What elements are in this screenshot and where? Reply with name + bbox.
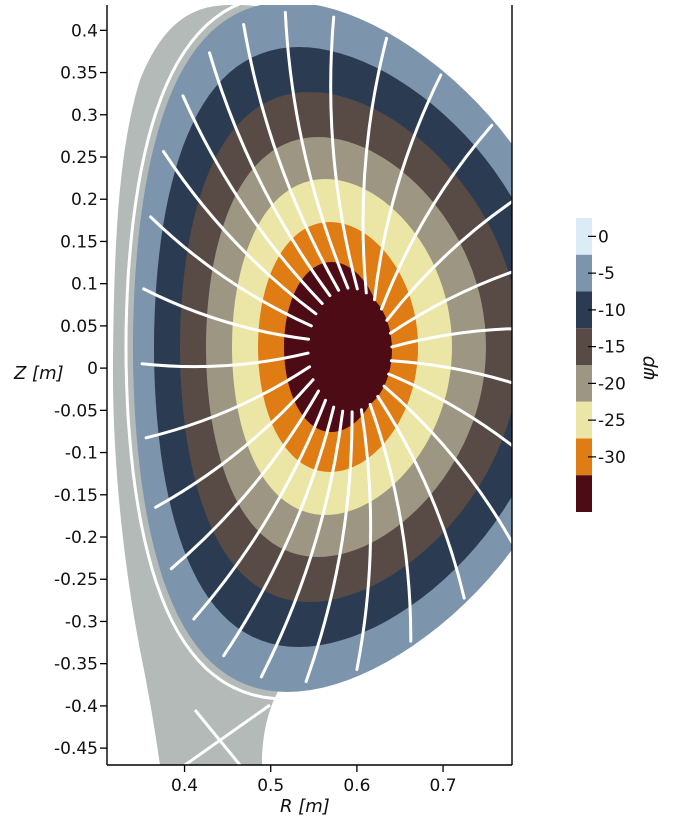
field-line [144,365,312,440]
colorbar-tick-label: -5 [598,264,615,284]
y-tick-label: -0.05 [54,401,98,421]
colorbar-swatch [576,254,592,292]
y-tick-label: 0.3 [71,106,98,126]
field-line [142,287,311,341]
colorbar-swatch [576,475,592,512]
colorbar-tick-label: -30 [598,448,626,468]
field-line [149,215,313,328]
colorbar-tick-label: 0 [598,227,609,247]
y-axis-title: Z [m] [13,363,64,384]
field-line [242,23,341,292]
field-line [169,389,320,571]
colorbar-swatch [576,365,592,402]
y-tick-label: 0.2 [71,190,98,210]
y-tick-label: 0 [87,359,98,379]
field-line [361,36,389,295]
field-lines [140,10,512,684]
y-tick-label: 0.4 [71,21,98,41]
separatrix-lines [124,5,512,765]
field-line [373,73,443,302]
colorbar-tick-label: -10 [598,301,626,321]
field-line [222,405,336,658]
divertor-leg-left [160,700,196,765]
y-axis-ticks: 0.4 0.35 0.3 0.25 0.2 0.15 0.1 0.05 0 -0.05 -0.1 -0… [54,21,107,759]
field-line [385,199,512,322]
colorbar-swatch [576,291,592,329]
colorbar-tick-label: -20 [598,374,626,394]
x-tick-label: 0.6 [343,776,370,796]
field-line [140,351,310,369]
field-line [368,402,413,643]
colorbar-title: ψp [637,356,659,381]
x-tick-label: 0.5 [257,776,284,796]
field-line [181,94,324,305]
field-line [355,408,373,671]
field-line [208,51,332,298]
field-line [380,123,494,311]
y-tick-label: -0.45 [54,739,98,759]
colorbar-swatch [576,438,592,476]
divertor-leg-line [184,703,271,765]
x-tick-label: 0.7 [430,776,457,796]
colorbar-swatch [576,401,592,439]
plot-area [112,5,512,765]
psi-core [308,288,392,412]
field-line [390,327,512,349]
y-tick-label: -0.2 [65,528,98,548]
field-line [387,372,512,448]
y-tick-label: -0.3 [65,612,98,632]
psi-contour-bands [133,5,512,692]
y-tick-label: -0.4 [65,697,98,717]
field-line [192,398,327,621]
colorbar-swatch [576,218,592,255]
colorbar-swatch [576,328,592,365]
colorbar: 0 -5 -10 -15 -20 -25 -30 [576,218,626,512]
y-tick-label: -0.1 [65,444,98,464]
field-line [389,359,512,385]
field-line [162,150,318,316]
y-tick-label: -0.15 [54,486,98,506]
y-tick-label: 0.35 [60,64,98,84]
y-tick-label: -0.25 [54,570,98,590]
field-line [304,410,354,684]
x-axis-title: R [m] [280,796,330,817]
y-tick-label: -0.35 [54,655,98,675]
field-line [283,10,350,290]
y-tick-label: 0.15 [60,232,98,252]
separatrix [124,5,512,701]
colorbar-tick-label: -25 [598,411,626,431]
y-tick-label: 0.25 [60,148,98,168]
field-line [154,378,315,509]
field-line [329,15,359,291]
field-line [376,395,466,600]
x-axis-ticks: 0.4 0.5 0.6 0.7 [171,765,457,796]
y-tick-label: 0.05 [60,317,98,337]
divertor-leg-line [193,709,242,765]
y-tick-label: 0.1 [71,275,98,295]
field-line [382,384,512,544]
x-tick-label: 0.4 [171,776,198,796]
field-line [388,270,512,335]
field-line [259,409,345,679]
colorbar-tick-label: -15 [598,338,626,358]
